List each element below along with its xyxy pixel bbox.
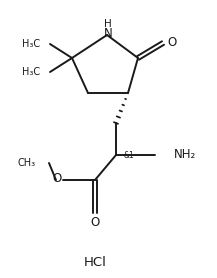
Text: HCl: HCl [84, 255, 106, 269]
Text: O: O [167, 36, 177, 48]
Text: CH₃: CH₃ [18, 158, 36, 168]
Text: NH₂: NH₂ [174, 148, 196, 162]
Text: &1: &1 [123, 152, 134, 160]
Text: O: O [90, 217, 100, 230]
Text: H₃C: H₃C [22, 67, 40, 77]
Text: N: N [104, 26, 112, 39]
Text: O: O [53, 173, 62, 185]
Text: H₃C: H₃C [22, 39, 40, 49]
Text: H: H [104, 19, 112, 29]
